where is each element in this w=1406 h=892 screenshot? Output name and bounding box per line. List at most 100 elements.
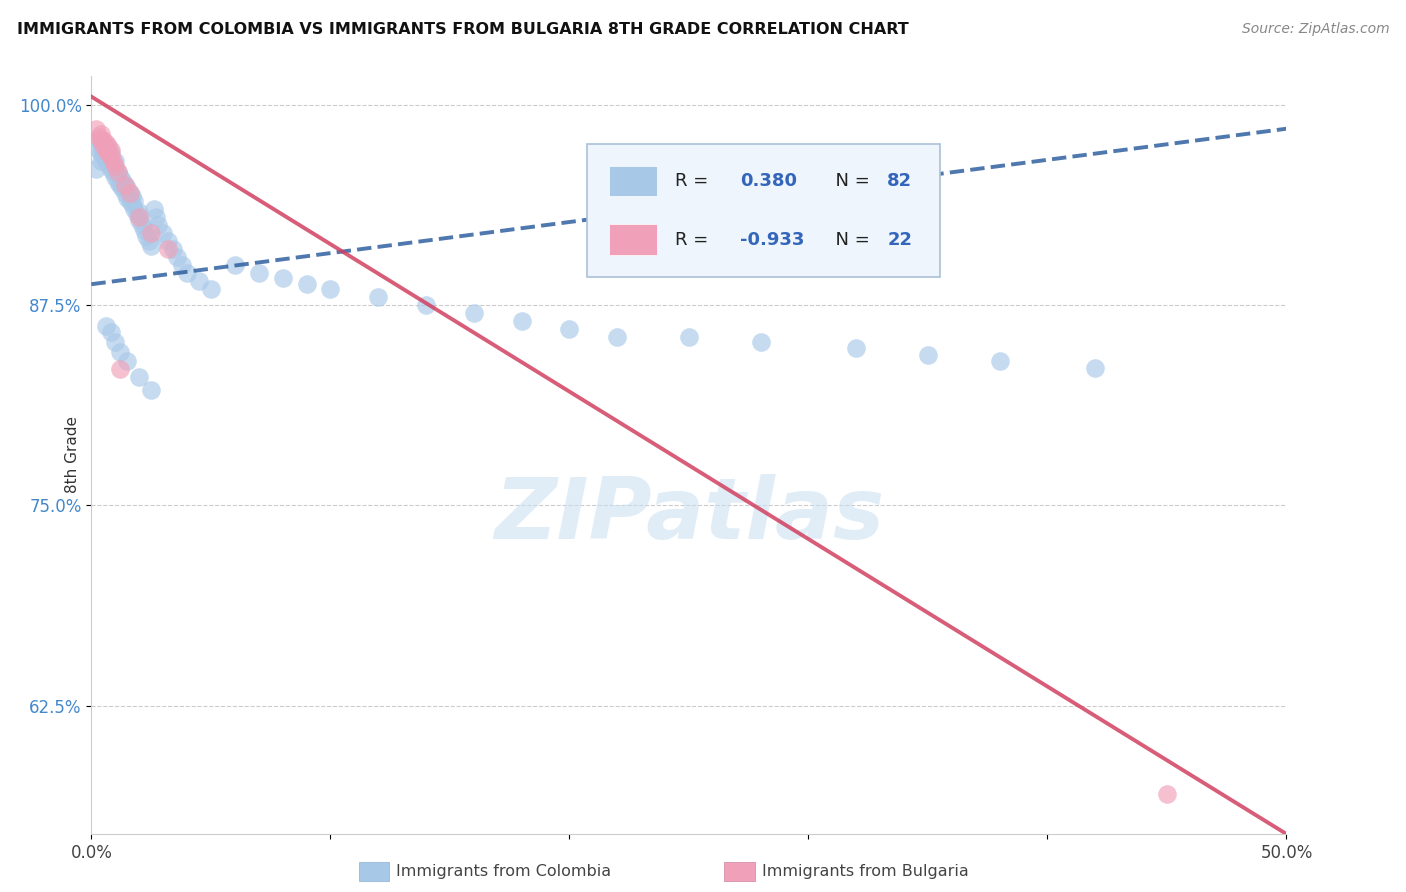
Point	[678, 330, 700, 344]
Point	[108, 169, 131, 184]
Text: ZIPatlas: ZIPatlas	[494, 474, 884, 558]
Point	[100, 153, 122, 168]
Point	[107, 165, 129, 179]
Point	[90, 137, 112, 152]
Point	[107, 165, 129, 179]
Point	[114, 178, 136, 192]
Point	[104, 334, 127, 349]
Point	[988, 354, 1011, 368]
Point	[128, 210, 150, 224]
Point	[114, 186, 136, 200]
Point	[124, 194, 146, 208]
Point	[319, 282, 342, 296]
Point	[463, 306, 485, 320]
Point	[101, 153, 124, 168]
Point	[845, 341, 868, 355]
Point	[84, 161, 107, 176]
Point	[93, 133, 114, 147]
Text: -0.933: -0.933	[741, 231, 804, 249]
Point	[172, 258, 194, 272]
Y-axis label: 8th Grade: 8th Grade	[65, 417, 80, 493]
Point	[97, 151, 120, 165]
Point	[156, 234, 179, 248]
Point	[166, 250, 188, 264]
Point	[93, 143, 114, 157]
Text: N =: N =	[824, 231, 870, 249]
Point	[100, 326, 122, 340]
Point	[415, 298, 437, 312]
Point	[93, 136, 114, 150]
Point	[118, 194, 141, 208]
Point	[94, 143, 117, 157]
Point	[114, 178, 136, 192]
Point	[138, 234, 160, 248]
Point	[104, 161, 127, 176]
Point	[148, 218, 170, 232]
Point	[118, 186, 141, 200]
Text: IMMIGRANTS FROM COLOMBIA VS IMMIGRANTS FROM BULGARIA 8TH GRADE CORRELATION CHART: IMMIGRANTS FROM COLOMBIA VS IMMIGRANTS F…	[17, 22, 908, 37]
Point	[97, 157, 120, 171]
Point	[128, 205, 150, 219]
Point	[132, 223, 155, 237]
Text: Immigrants from Bulgaria: Immigrants from Bulgaria	[762, 864, 969, 879]
Point	[115, 181, 138, 195]
Point	[176, 266, 198, 280]
Point	[295, 277, 318, 292]
Point	[97, 144, 120, 158]
Point	[606, 330, 628, 344]
Text: Immigrants from Colombia: Immigrants from Colombia	[396, 864, 612, 879]
Point	[93, 137, 114, 152]
Point	[100, 145, 122, 160]
Point	[94, 137, 117, 152]
Point	[101, 165, 124, 179]
Point	[100, 161, 122, 176]
Point	[100, 149, 122, 163]
Point	[111, 181, 134, 195]
Point	[271, 270, 294, 285]
Point	[108, 178, 131, 192]
Point	[94, 318, 117, 333]
Point	[93, 149, 114, 163]
Point	[87, 143, 110, 157]
Point	[101, 157, 124, 171]
Point	[141, 238, 162, 252]
Point	[97, 139, 120, 153]
Point	[108, 362, 131, 376]
Point	[104, 169, 127, 184]
Point	[128, 370, 150, 384]
Point	[187, 274, 211, 288]
Text: 82: 82	[887, 172, 912, 190]
Point	[145, 210, 167, 224]
Text: Source: ZipAtlas.com: Source: ZipAtlas.com	[1241, 22, 1389, 37]
Point	[97, 145, 120, 160]
Point	[100, 143, 122, 157]
Point	[1156, 787, 1178, 801]
FancyBboxPatch shape	[609, 225, 657, 255]
Point	[917, 348, 939, 362]
Point	[94, 153, 117, 168]
Point	[90, 145, 112, 160]
Point	[224, 258, 246, 272]
Point	[510, 314, 533, 328]
Point	[558, 322, 581, 336]
Point	[1084, 360, 1107, 375]
Point	[87, 133, 110, 147]
Point	[107, 175, 129, 189]
Text: N =: N =	[824, 172, 870, 190]
Point	[200, 282, 222, 296]
Point	[124, 202, 146, 216]
FancyBboxPatch shape	[588, 144, 939, 277]
Point	[84, 121, 107, 136]
Point	[87, 129, 110, 144]
Point	[152, 226, 174, 240]
Point	[90, 153, 112, 168]
Point	[104, 153, 127, 168]
Point	[121, 197, 143, 211]
Point	[94, 145, 117, 160]
Point	[141, 226, 162, 240]
Point	[156, 242, 179, 256]
Text: R =: R =	[675, 231, 707, 249]
Point	[108, 344, 131, 359]
Point	[121, 189, 143, 203]
Point	[115, 354, 138, 368]
